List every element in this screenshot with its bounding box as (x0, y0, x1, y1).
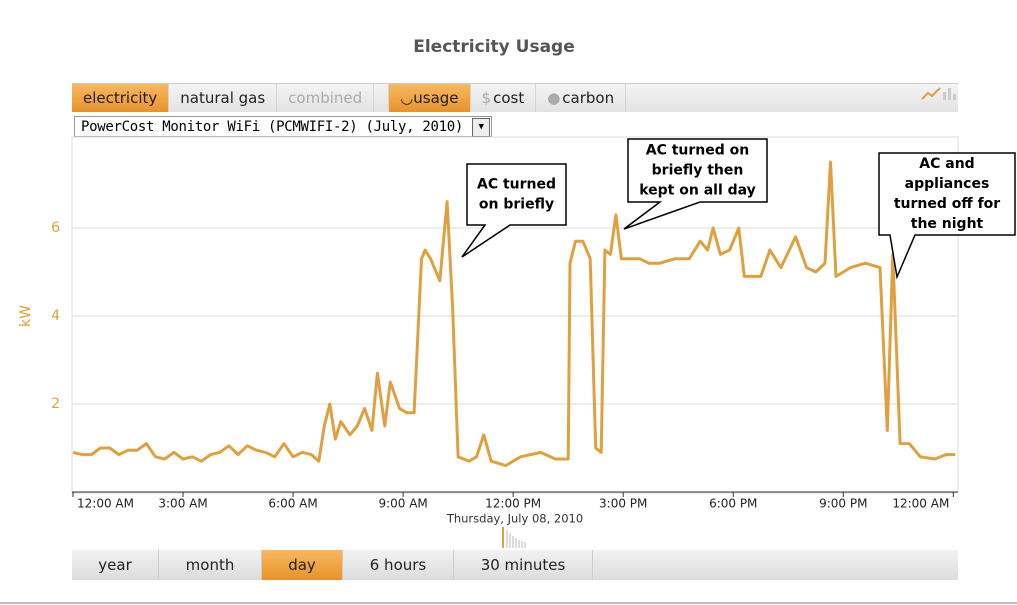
x-tick-label: 6:00 AM (268, 497, 317, 511)
time-button[interactable]: month (159, 550, 262, 580)
callout-text: briefly then (652, 163, 744, 179)
x-tick-label: 6:00 PM (709, 497, 757, 511)
x-tick-label: 12:00 PM (485, 497, 541, 511)
callout-box (461, 163, 567, 258)
tab-label: carbon (562, 89, 615, 107)
x-tick-label: 12:00 AM (892, 497, 949, 511)
icon: ● (547, 89, 561, 107)
time-button[interactable]: 6 hours (343, 550, 454, 580)
y-tick-label: 6 (51, 220, 60, 236)
icon: $ (481, 89, 492, 107)
callout-box (878, 152, 1016, 280)
dropdown[interactable]: PowerCost Monitor WiFi (PCMWIFI-2) (July… (74, 116, 492, 137)
data-line (72, 160, 956, 468)
dropdown-arrow[interactable]: ▼ (472, 118, 490, 137)
tab-bar: electricity natural gas combined ◡usage … (72, 83, 958, 112)
time-button[interactable]: day (262, 550, 343, 580)
dropdown-text: PowerCost Monitor WiFi (PCMWIFI-2) (July… (81, 119, 464, 135)
callout: AC and appliances turned off for the night (878, 152, 1016, 280)
tab[interactable]: ◡usage (389, 84, 471, 112)
callout-text: the night (911, 216, 984, 232)
time-button[interactable]: 30 minutes (454, 550, 593, 580)
x-tick-label: 12:00 AM (77, 497, 134, 511)
x-tick-label: 9:00 AM (378, 497, 427, 511)
callout-box (623, 138, 768, 230)
y-tick-label: 4 (51, 308, 60, 324)
tab[interactable]: ● carbon (536, 84, 627, 112)
x-tick-label: 3:00 PM (599, 497, 647, 511)
tab-label: cost (493, 89, 525, 107)
callout-text: on briefly (479, 197, 554, 213)
y-axis-label: kW (18, 305, 34, 327)
tab: combined (277, 84, 375, 112)
time-button[interactable]: year (72, 550, 159, 580)
callout-text: AC turned (477, 177, 556, 193)
x-axis-label: Thursday, July 08, 2010 (446, 512, 583, 526)
callout-text: turned off for (894, 196, 1000, 212)
tab-label: usage (413, 89, 459, 107)
callout: AC turned on briefly then kept on all day (623, 138, 768, 230)
callout-text: appliances (905, 176, 990, 192)
page-title: Electricity Usage (413, 37, 575, 57)
x-tick-label: 9:00 PM (819, 497, 867, 511)
callout-text: AC and (919, 156, 974, 172)
navigator (502, 527, 526, 548)
time-buttons: year month day 6 hours 30 minutes (72, 550, 958, 580)
x-tick-label: 3:00 AM (158, 497, 207, 511)
tab[interactable]: electricity (72, 84, 170, 112)
icon: ◡ (400, 89, 414, 107)
y-tick-label: 2 (51, 396, 60, 412)
tab[interactable]: natural gas (169, 84, 278, 112)
callout-text: kept on all day (639, 183, 756, 199)
plot-frame (71, 136, 959, 494)
separator (374, 84, 390, 112)
tab[interactable]: $ cost (471, 84, 537, 112)
callout: AC turned on briefly (461, 163, 567, 258)
callout-text: AC turned on (646, 143, 750, 159)
